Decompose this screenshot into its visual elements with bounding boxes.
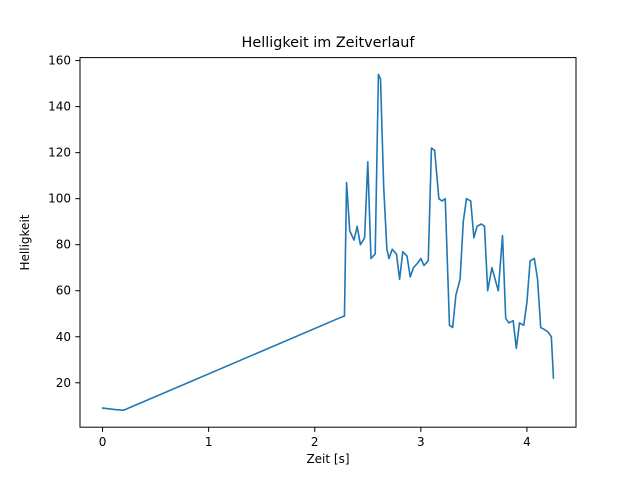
y-tick-label: 160 — [48, 54, 71, 68]
x-tick-label: 4 — [523, 435, 531, 449]
y-axis-label: Helligkeit — [18, 214, 32, 270]
x-tick-label: 2 — [311, 435, 319, 449]
y-tick-label: 40 — [56, 330, 71, 344]
data-series-line — [101, 73, 555, 411]
y-tick-label: 80 — [56, 238, 71, 252]
y-tick-label: 100 — [48, 192, 71, 206]
x-tick-label: 0 — [99, 435, 107, 449]
x-tick-label: 1 — [205, 435, 213, 449]
x-tick-label: 3 — [417, 435, 425, 449]
y-tick-label: 120 — [48, 146, 71, 160]
y-tick-label: 60 — [56, 284, 71, 298]
plot-border — [79, 57, 577, 428]
y-tick-label: 140 — [48, 100, 71, 114]
x-axis-label: Zeit [s] — [306, 452, 349, 466]
plot-area: 0 1 2 3 4 20 40 60 80 100 120 140 160 — [48, 54, 577, 449]
y-tick-label: 20 — [56, 376, 71, 390]
chart-title: Helligkeit im Zeitverlauf — [242, 35, 416, 51]
